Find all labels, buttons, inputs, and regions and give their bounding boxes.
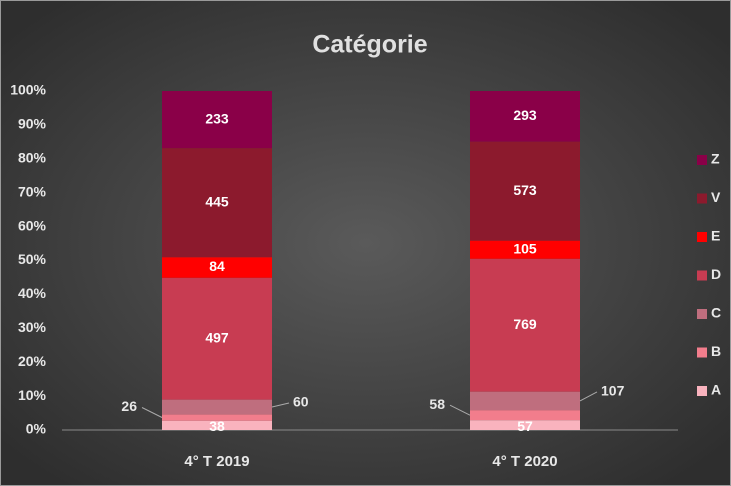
legend-swatch: [697, 193, 707, 204]
y-tick-label: 100%: [10, 82, 46, 98]
bar-segment: [470, 258, 580, 392]
data-label: 445: [205, 193, 229, 209]
leader-line: [579, 391, 598, 402]
data-label: 26: [121, 398, 137, 414]
bar-segment: [162, 91, 272, 149]
legend-label: A: [711, 382, 721, 398]
leader-line: [449, 404, 471, 416]
data-label: 497: [205, 329, 229, 345]
bar-segment: [470, 420, 580, 430]
data-label: 769: [513, 316, 537, 332]
legend-swatch: [697, 155, 707, 165]
leader-line: [141, 407, 163, 418]
y-tick-label: 20%: [18, 353, 47, 369]
legend-swatch: [697, 232, 707, 242]
data-label: 57: [517, 418, 533, 434]
y-tick-label: 30%: [18, 319, 47, 335]
bar-segment: [470, 141, 580, 241]
y-tick-label: 70%: [18, 183, 47, 199]
legend-label: E: [711, 228, 720, 244]
data-label: 105: [513, 240, 537, 256]
y-tick-label: 10%: [18, 387, 47, 403]
data-label: 233: [205, 110, 229, 126]
legend-swatch: [697, 386, 707, 396]
legend-label: C: [711, 305, 721, 321]
bar-segment: [162, 399, 272, 415]
legend-label: Z: [711, 151, 720, 167]
legend-label: B: [711, 343, 721, 359]
y-tick-label: 60%: [18, 217, 47, 233]
bar-segment: [162, 148, 272, 258]
data-label: 38: [209, 418, 225, 434]
leader-line: [271, 402, 290, 408]
data-label: 107: [601, 383, 625, 399]
bar-segment: [162, 277, 272, 400]
bar-segment: [470, 391, 580, 411]
y-tick-label: 0%: [26, 421, 47, 437]
y-tick-label: 80%: [18, 150, 47, 166]
legend-swatch: [697, 309, 707, 319]
data-label: 58: [429, 396, 445, 412]
data-label: 60: [293, 394, 309, 410]
data-label: 293: [513, 107, 537, 123]
legend-label: D: [711, 266, 721, 282]
x-tick-label: 4° T 2020: [492, 453, 557, 470]
bar-segment: [470, 410, 580, 421]
bar-segment: [470, 240, 580, 259]
x-tick-label: 4° T 2019: [184, 453, 249, 470]
data-label: 84: [209, 258, 225, 274]
data-label: 573: [513, 182, 537, 198]
y-tick-label: 90%: [18, 116, 47, 132]
y-tick-label: 50%: [18, 251, 47, 267]
bar-segment: [470, 91, 580, 142]
y-tick-label: 40%: [18, 285, 47, 301]
bar-segment: [162, 420, 272, 430]
legend-swatch: [697, 270, 707, 281]
bar-segment: [162, 257, 272, 278]
bar-segment: [162, 414, 272, 421]
chart-title: Catégorie: [312, 31, 427, 59]
legend-label: V: [711, 189, 721, 205]
legend-swatch: [697, 347, 707, 358]
